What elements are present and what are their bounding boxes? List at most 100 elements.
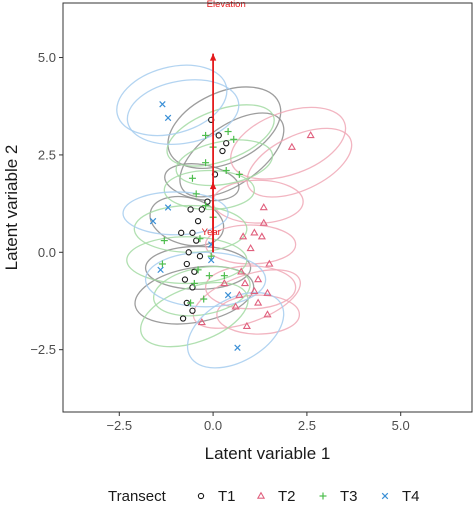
point-t2-0	[306, 131, 315, 139]
point-t2-12	[250, 286, 259, 294]
environment-vectors: Elevation Year	[202, 0, 246, 253]
point-t2-3	[259, 218, 268, 226]
ellipse-t3-1	[175, 139, 274, 187]
ellipse-t1-4	[167, 86, 282, 169]
point-t1-11	[193, 237, 200, 244]
point-t2-16	[231, 302, 240, 310]
point-t2-15	[254, 298, 263, 306]
point-t2-10	[254, 275, 263, 283]
point-t4-7	[234, 344, 241, 351]
point-t2-18	[220, 279, 229, 287]
point-t3-16	[220, 272, 228, 280]
point-t1-2	[223, 140, 230, 147]
point-t3-15	[207, 252, 215, 260]
x-tick-label: −2.5	[106, 418, 132, 433]
point-t1-15	[191, 268, 198, 275]
point-t2-6	[257, 232, 266, 240]
point-t1-16	[181, 276, 189, 283]
y-axis-title: Latent variable 2	[2, 145, 21, 271]
x-tick-label: 2.5	[298, 418, 316, 433]
ellipse-t1-1	[144, 245, 252, 290]
point-t1-9	[178, 229, 185, 236]
point-t4-0	[159, 101, 166, 108]
ellipse-t3-2	[163, 169, 256, 211]
point-t3-20	[194, 266, 202, 274]
y-tick-label: 0.0	[38, 245, 56, 260]
ellipse-t2-3	[204, 224, 297, 265]
ellipse-t2-2	[212, 179, 304, 224]
point-t3-4	[202, 159, 210, 167]
x-axis-title: Latent variable 1	[205, 444, 331, 463]
legend-label-t2: T2	[278, 488, 296, 505]
point-t2-9	[237, 267, 246, 275]
ellipse-t4-0	[116, 64, 228, 137]
y-tick-label: −2.5	[30, 342, 56, 357]
legend-key-t3	[319, 492, 327, 500]
point-t2-14	[235, 290, 244, 298]
point-t3-1	[224, 128, 232, 136]
legend-key-t2	[256, 491, 266, 499]
y-tick-label: 2.5	[38, 147, 56, 162]
point-t3-18	[200, 295, 208, 303]
point-t3-9	[202, 202, 210, 210]
x-tick-label: 5.0	[392, 418, 410, 433]
point-t1-19	[179, 315, 187, 322]
point-t2-2	[259, 203, 268, 211]
ellipse-t4-1	[126, 79, 240, 145]
data-points	[149, 101, 315, 351]
legend-title: Transect	[108, 488, 167, 505]
ellipse-t3-6	[139, 281, 249, 348]
point-t3-14	[190, 279, 198, 287]
legend-label-t1: T1	[218, 488, 236, 505]
point-t3-5	[222, 166, 230, 174]
legend-key-t4	[381, 492, 389, 500]
point-t4-3	[149, 217, 157, 225]
point-t4-2	[164, 204, 172, 211]
ellipse-t4-2	[122, 191, 229, 236]
plot-panel-border	[62, 2, 473, 413]
point-t1-14	[183, 260, 190, 268]
ellipse-t1-3	[179, 112, 285, 198]
point-t2-8	[265, 259, 274, 267]
point-t2-4	[250, 228, 259, 236]
point-t1-13	[196, 253, 204, 260]
point-t2-13	[263, 288, 272, 296]
ellipse-t2-5	[216, 294, 301, 335]
ellipse-t4-4	[186, 291, 285, 369]
point-t3-8	[192, 190, 200, 198]
ellipse-t2-4	[204, 265, 297, 310]
point-t3-19	[187, 299, 195, 307]
vector-label-elevation: Elevation	[207, 0, 246, 10]
ellipse-t4-3	[144, 251, 267, 308]
point-t4-8	[157, 266, 164, 274]
point-t1-10	[189, 229, 196, 236]
point-t2-7	[246, 243, 255, 252]
point-t4-6	[224, 291, 232, 299]
point-t1-1	[215, 132, 222, 139]
vector-label-year: Year	[202, 227, 221, 238]
ellipse-t1-2	[149, 195, 225, 247]
ellipse-t2-1	[246, 127, 353, 198]
point-t2-17	[263, 310, 272, 318]
point-t3-7	[188, 174, 196, 182]
point-t1-6	[198, 206, 205, 213]
point-t4-1	[164, 114, 172, 122]
point-t2-11	[240, 279, 250, 287]
point-t1-12	[185, 249, 192, 256]
point-t1-3	[219, 147, 226, 155]
point-t3-6	[235, 170, 243, 178]
point-t4-5	[207, 256, 215, 264]
legend: Transect T1 T2 T3 T4	[108, 488, 420, 505]
ellipse-t3-4	[126, 236, 248, 285]
point-t2-5	[239, 232, 248, 240]
axes: −2.5 0.0 2.5 5.0 −2.5 0.0 2.5 5.0	[30, 50, 409, 433]
vector-arrowhead-elevation	[209, 53, 217, 61]
point-t2-1	[287, 142, 296, 150]
legend-key-t1	[197, 492, 205, 500]
point-t3-12	[160, 237, 168, 245]
ellipse-t2-6	[192, 269, 302, 329]
point-t3-2	[230, 135, 238, 143]
y-tick-label: 5.0	[38, 50, 56, 65]
legend-label-t3: T3	[340, 488, 358, 505]
